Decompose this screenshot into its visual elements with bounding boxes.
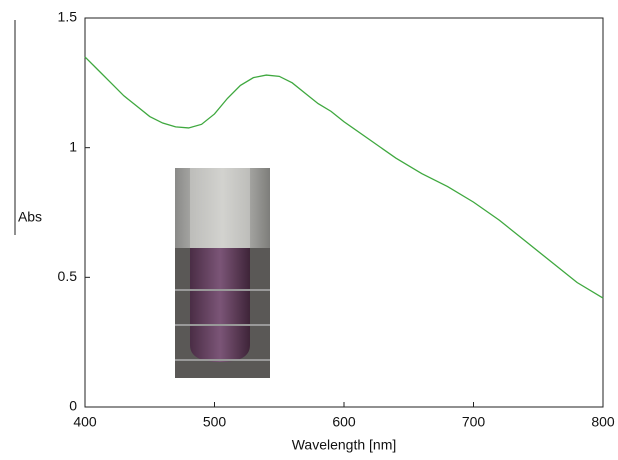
x-tick-label: 400 <box>73 414 97 430</box>
x-tick-label: 600 <box>332 414 356 430</box>
y-tick-label: 1.5 <box>58 9 78 25</box>
plot-frame <box>84 17 604 408</box>
spectrum-line <box>84 56 604 299</box>
inset-photo <box>175 168 270 378</box>
y-axis-label: Abs <box>18 209 42 225</box>
y-tick-label: 0.5 <box>58 268 78 284</box>
x-tick-label: 800 <box>591 414 615 430</box>
y-tick-label: 0 <box>69 398 77 414</box>
y-tick-label: 1 <box>69 138 77 154</box>
x-tick-label: 500 <box>203 414 227 430</box>
x-axis-label: Wavelength [nm] <box>292 437 397 453</box>
x-tick-label: 700 <box>462 414 486 430</box>
